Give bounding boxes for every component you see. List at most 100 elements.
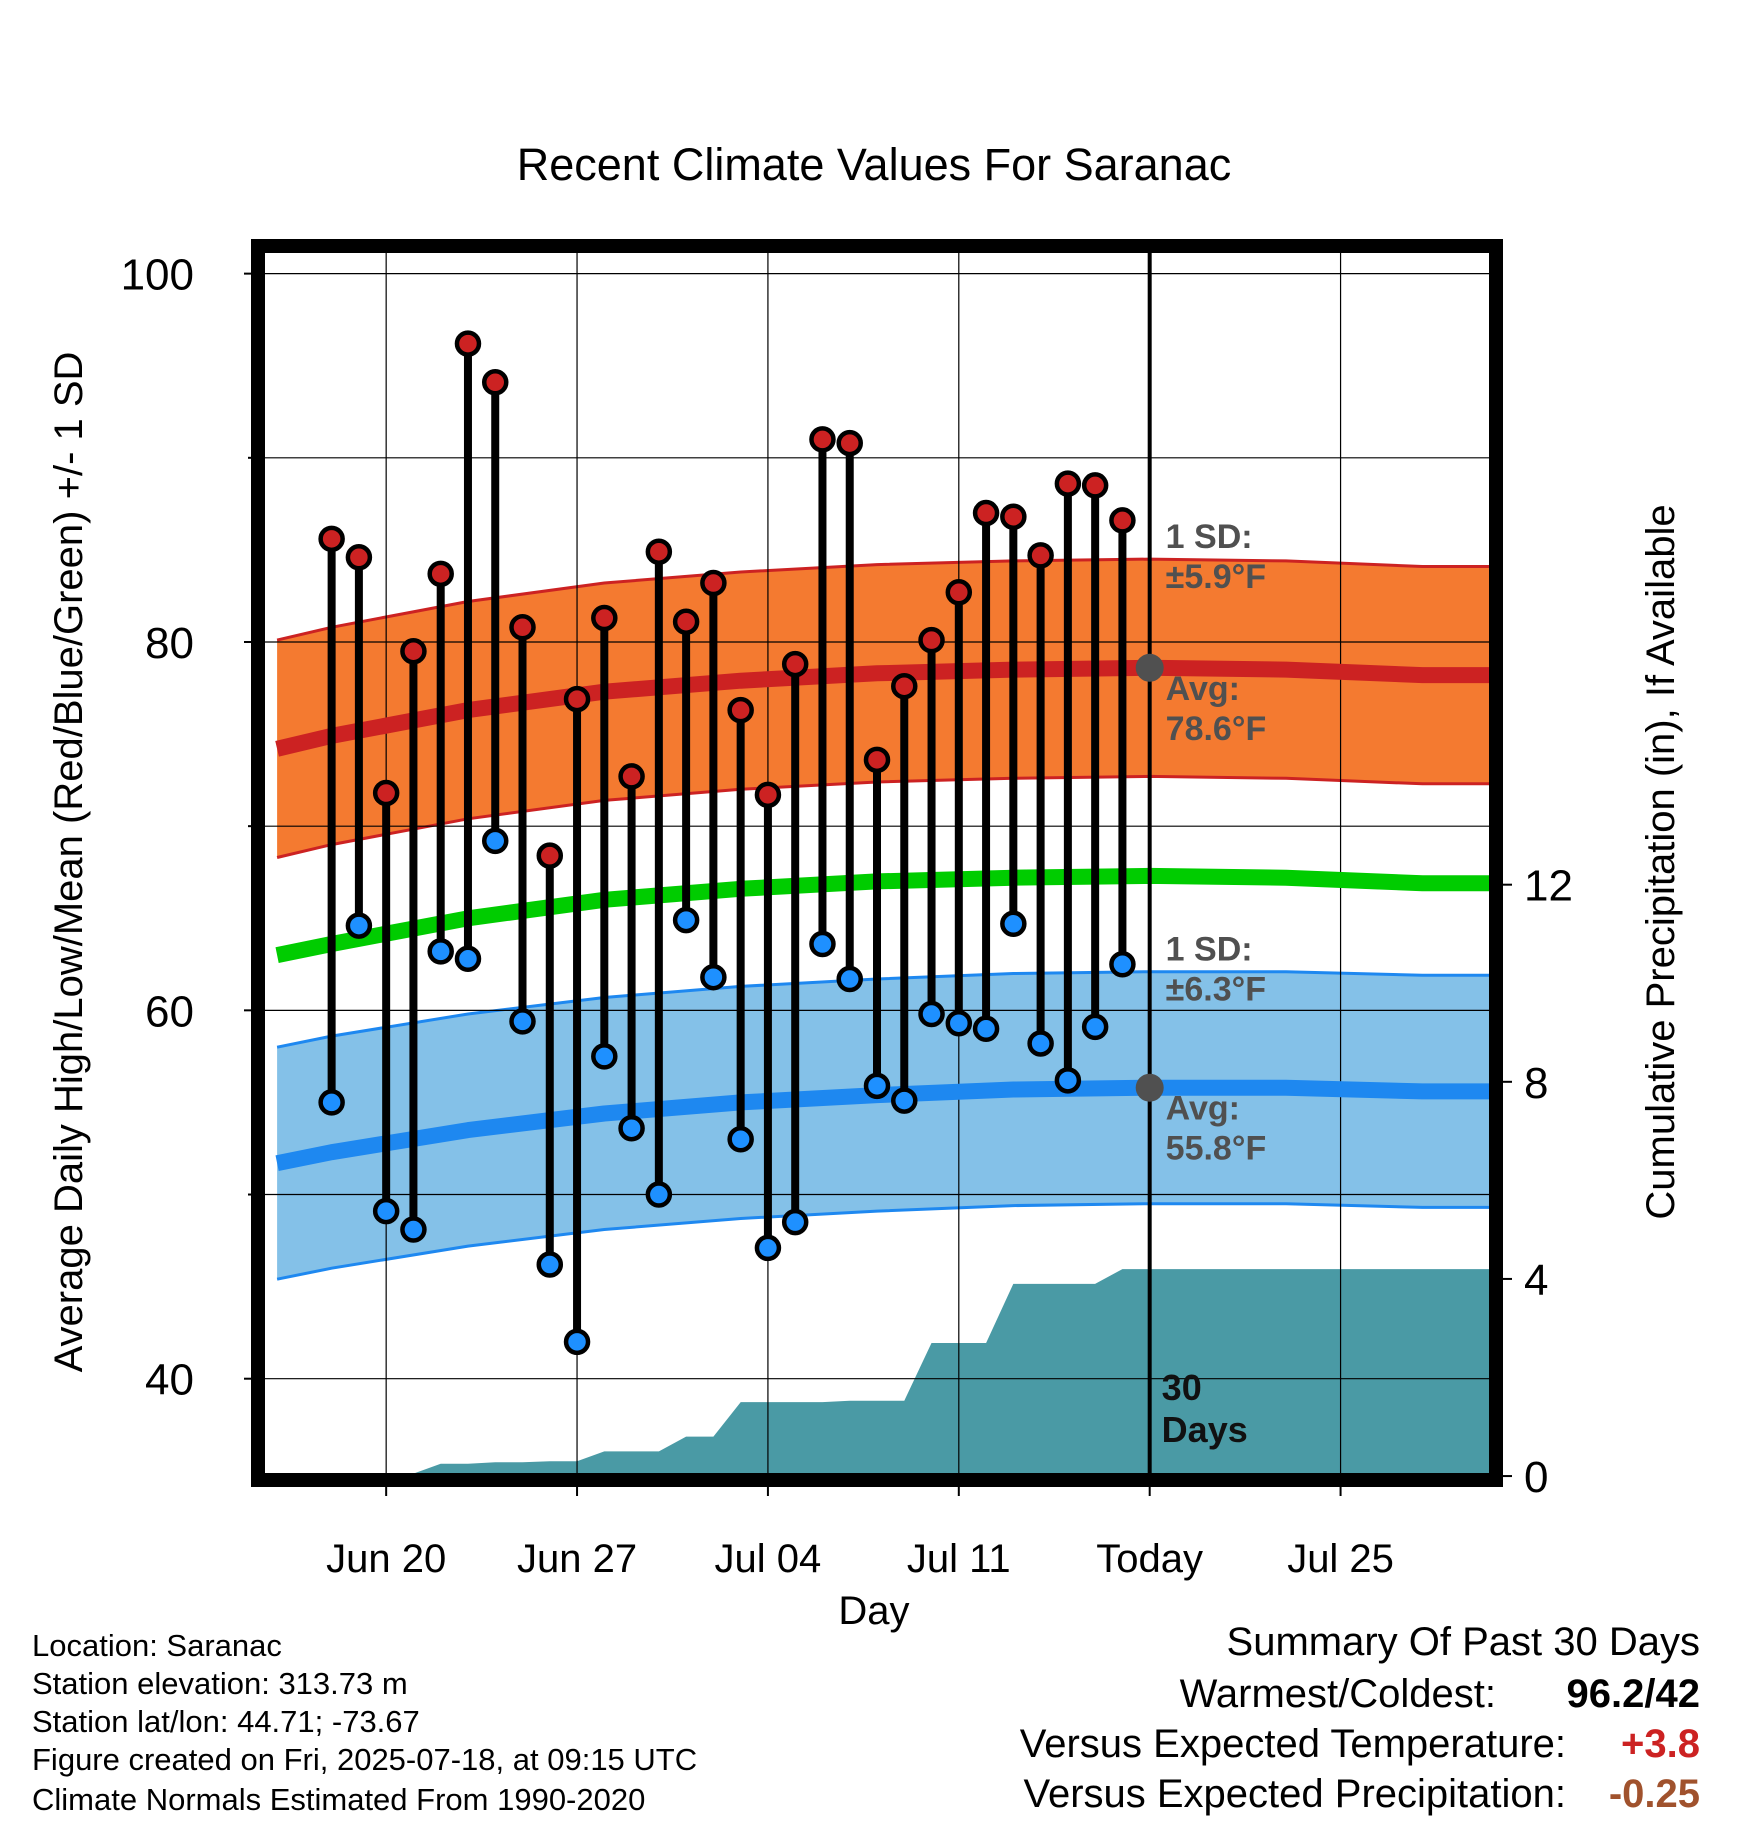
mean-normal-line bbox=[275, 867, 1490, 963]
y-tick-label: 60 bbox=[145, 987, 194, 1036]
x-tick-label: Jun 20 bbox=[326, 1537, 446, 1581]
high-temp-point bbox=[809, 426, 836, 453]
high-temp-point bbox=[863, 746, 891, 774]
low-temp-point bbox=[318, 1089, 345, 1116]
high-temp-point bbox=[481, 369, 509, 396]
high-temp-point bbox=[781, 650, 809, 678]
low-temp-point bbox=[1109, 951, 1136, 978]
low-temp-point bbox=[918, 1000, 945, 1028]
low-temp-point bbox=[863, 1072, 891, 1100]
y-tick-label: 100 bbox=[121, 251, 194, 300]
x-axis-label: Day bbox=[838, 1589, 909, 1633]
info-created: Figure created on Fri, 2025-07-18, at 09… bbox=[32, 1742, 698, 1777]
low-temp-point bbox=[427, 938, 454, 965]
low-temp-point bbox=[645, 1181, 673, 1208]
info-normals: Climate Normals Estimated From 1990-2020 bbox=[32, 1782, 646, 1817]
high-temp-point bbox=[563, 685, 591, 713]
low-temp-point bbox=[836, 965, 863, 993]
summary-title: Summary Of Past 30 Days bbox=[1226, 1620, 1700, 1664]
high-temp-point bbox=[1000, 503, 1027, 530]
low-avg-marker bbox=[1135, 1073, 1164, 1102]
low-avg-annotation: Avg: 55.8°F bbox=[1166, 1090, 1267, 1168]
low-temp-point bbox=[400, 1216, 427, 1243]
low-temp-point bbox=[809, 930, 836, 958]
low-temp-point bbox=[891, 1087, 918, 1114]
low-temp-point bbox=[1054, 1067, 1082, 1094]
high-temp-point bbox=[509, 614, 536, 641]
summary-warmest-value: 96.2/42 bbox=[1566, 1672, 1700, 1716]
high-temp-point bbox=[536, 842, 564, 869]
y-axis-right: 12 8 4 0 bbox=[1496, 862, 1573, 1502]
today-marker: 30 Days bbox=[1147, 246, 1248, 1480]
low-temp-point bbox=[945, 1009, 973, 1037]
low-temp-point bbox=[509, 1008, 536, 1035]
high-temp-point bbox=[427, 560, 454, 588]
x-tick-label: Jul 11 bbox=[907, 1537, 1011, 1581]
summary-temp-value: +3.8 bbox=[1621, 1722, 1700, 1766]
low-sd-band-lower-edge bbox=[276, 1202, 1490, 1281]
y2-tick-label: 0 bbox=[1524, 1453, 1548, 1502]
today-days-label: 30 Days bbox=[1162, 1367, 1248, 1450]
high-temp-point bbox=[918, 626, 945, 654]
high-sd-annotation: 1 SD: ±5.9°F bbox=[1166, 518, 1266, 596]
y-axis-label: Average Daily High/Low/Mean (Red/Blue/Gr… bbox=[47, 352, 91, 1373]
normals-annotations: 1 SD: ±5.9°F Avg: 78.6°F 1 SD: ±6.3°F Avg: 55.8… bbox=[1135, 518, 1267, 1168]
low-temp-point bbox=[754, 1234, 782, 1262]
daily-stems bbox=[327, 343, 1127, 1342]
high-temp-point bbox=[618, 763, 645, 790]
high-temp-point bbox=[318, 525, 345, 553]
low-temp-point bbox=[481, 827, 509, 855]
low-temp-point bbox=[727, 1126, 754, 1153]
info-latlon: Station lat/lon: 44.71; -73.67 bbox=[32, 1704, 420, 1739]
summary-precip-value: -0.25 bbox=[1608, 1772, 1700, 1816]
chart-title: Recent Climate Values For Saranac bbox=[517, 139, 1232, 190]
high-temp-point bbox=[672, 608, 700, 635]
low-sd-annotation: 1 SD: ±6.3°F bbox=[1166, 931, 1266, 1009]
high-temp-point bbox=[1109, 507, 1136, 534]
high-temp-point bbox=[754, 781, 782, 809]
high-avg-annotation: Avg: 78.6°F bbox=[1166, 670, 1267, 748]
high-temp-point bbox=[345, 544, 373, 571]
low-temp-point bbox=[1000, 910, 1027, 938]
high-temp-point bbox=[836, 429, 863, 457]
low-temp-point bbox=[700, 963, 727, 991]
x-tick-label: Jun 27 bbox=[517, 1537, 637, 1581]
high-temp-point bbox=[972, 499, 1000, 527]
low-temp-point bbox=[563, 1328, 591, 1356]
low-temp-point bbox=[454, 945, 482, 973]
low-temp-point bbox=[372, 1197, 400, 1225]
info-location: Location: Saranac bbox=[32, 1628, 282, 1663]
low-temp-point bbox=[591, 1043, 618, 1070]
high-temp-point bbox=[591, 604, 618, 632]
low-temp-point bbox=[972, 1015, 1000, 1043]
high-temp-point bbox=[454, 330, 482, 357]
y-axis-left: 100 80 60 40 bbox=[121, 251, 258, 1405]
low-temp-point bbox=[345, 912, 373, 939]
high-temp-point bbox=[1054, 470, 1082, 497]
info-elevation: Station elevation: 313.73 m bbox=[32, 1666, 408, 1701]
x-tick-label: Jul 04 bbox=[715, 1537, 822, 1581]
high-temp-point bbox=[1027, 542, 1054, 569]
high-sd-band-upper-edge bbox=[276, 557, 1490, 642]
high-avg-marker bbox=[1135, 653, 1164, 682]
low-temp-point bbox=[672, 906, 700, 934]
low-temp-point bbox=[1081, 1013, 1109, 1041]
low-temp-point bbox=[618, 1114, 645, 1142]
summary-temp-label: Versus Expected Temperature: bbox=[1019, 1722, 1566, 1766]
high-temp-point bbox=[891, 672, 918, 700]
x-tick-label: Jul 25 bbox=[1287, 1537, 1394, 1581]
high-temp-point bbox=[400, 637, 427, 665]
high-temp-point bbox=[945, 579, 973, 606]
precip-layer bbox=[381, 1269, 1490, 1474]
x-axis: Jun 20 Jun 27 Jul 04 Jul 11 Today Jul 25 bbox=[326, 1480, 1394, 1581]
high-temp-point bbox=[372, 779, 400, 807]
summary-precip-label: Versus Expected Precipitation: bbox=[1023, 1772, 1566, 1816]
daily-dots bbox=[318, 330, 1136, 1356]
y2-tick-label: 4 bbox=[1524, 1256, 1548, 1305]
high-normal-line bbox=[275, 659, 1490, 757]
y-tick-label: 40 bbox=[145, 1356, 194, 1405]
summary-warmest-label: Warmest/Coldest: bbox=[1179, 1672, 1496, 1716]
high-temp-point bbox=[1081, 472, 1109, 499]
low-temp-point bbox=[1027, 1030, 1054, 1057]
